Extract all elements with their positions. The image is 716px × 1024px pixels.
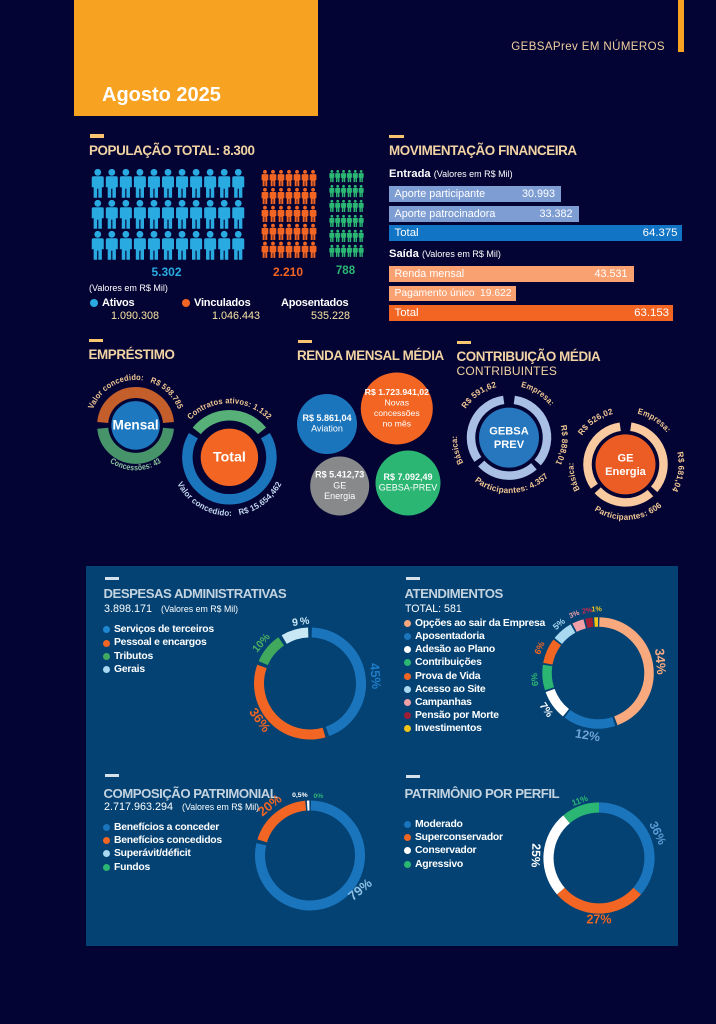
svg-text:34%: 34% bbox=[652, 648, 669, 676]
svg-text:GE: GE bbox=[333, 480, 346, 490]
svg-text:6%: 6% bbox=[532, 640, 546, 656]
svg-text:27%: 27% bbox=[586, 912, 611, 926]
svg-text:1%: 1% bbox=[591, 604, 602, 613]
svg-text:Básica:: Básica: bbox=[449, 436, 465, 467]
svg-text:2%: 2% bbox=[581, 605, 593, 616]
svg-text:R$ 5.412,73: R$ 5.412,73 bbox=[315, 470, 364, 480]
svg-text:Energia: Energia bbox=[605, 466, 647, 478]
svg-text:0,5%: 0,5% bbox=[292, 792, 308, 799]
svg-text:PREV: PREV bbox=[494, 439, 525, 451]
svg-text:0%: 0% bbox=[313, 793, 323, 800]
svg-text:Mensal: Mensal bbox=[113, 417, 159, 432]
svg-text:25%: 25% bbox=[529, 843, 544, 868]
svg-text:R$ 681,04: R$ 681,04 bbox=[670, 451, 687, 494]
svg-text:Aviation: Aviation bbox=[311, 424, 343, 434]
svg-text:9 %: 9 % bbox=[291, 615, 310, 629]
svg-text:R$ 5.861,04: R$ 5.861,04 bbox=[302, 413, 351, 423]
svg-text:R$ 7.092,49: R$ 7.092,49 bbox=[383, 472, 432, 482]
svg-text:R$ 888,01: R$ 888,01 bbox=[553, 424, 570, 467]
svg-text:6%: 6% bbox=[529, 673, 540, 687]
svg-text:GEBSA: GEBSA bbox=[489, 426, 528, 438]
svg-text:12%: 12% bbox=[574, 726, 601, 744]
svg-text:Energia: Energia bbox=[324, 491, 355, 501]
svg-text:no mês: no mês bbox=[383, 418, 412, 428]
svg-text:GE: GE bbox=[617, 452, 633, 464]
svg-text:GEBSA-PREV: GEBSA-PREV bbox=[379, 483, 438, 493]
svg-text:45%: 45% bbox=[367, 662, 384, 690]
svg-text:Total: Total bbox=[213, 450, 246, 466]
svg-text:concessões: concessões bbox=[374, 408, 421, 418]
svg-text:Novas: Novas bbox=[384, 398, 409, 408]
svg-text:Básica:: Básica: bbox=[565, 463, 581, 494]
svg-text:R$ 1.723.941,02: R$ 1.723.941,02 bbox=[365, 387, 429, 397]
svg-text:3%: 3% bbox=[568, 608, 582, 620]
